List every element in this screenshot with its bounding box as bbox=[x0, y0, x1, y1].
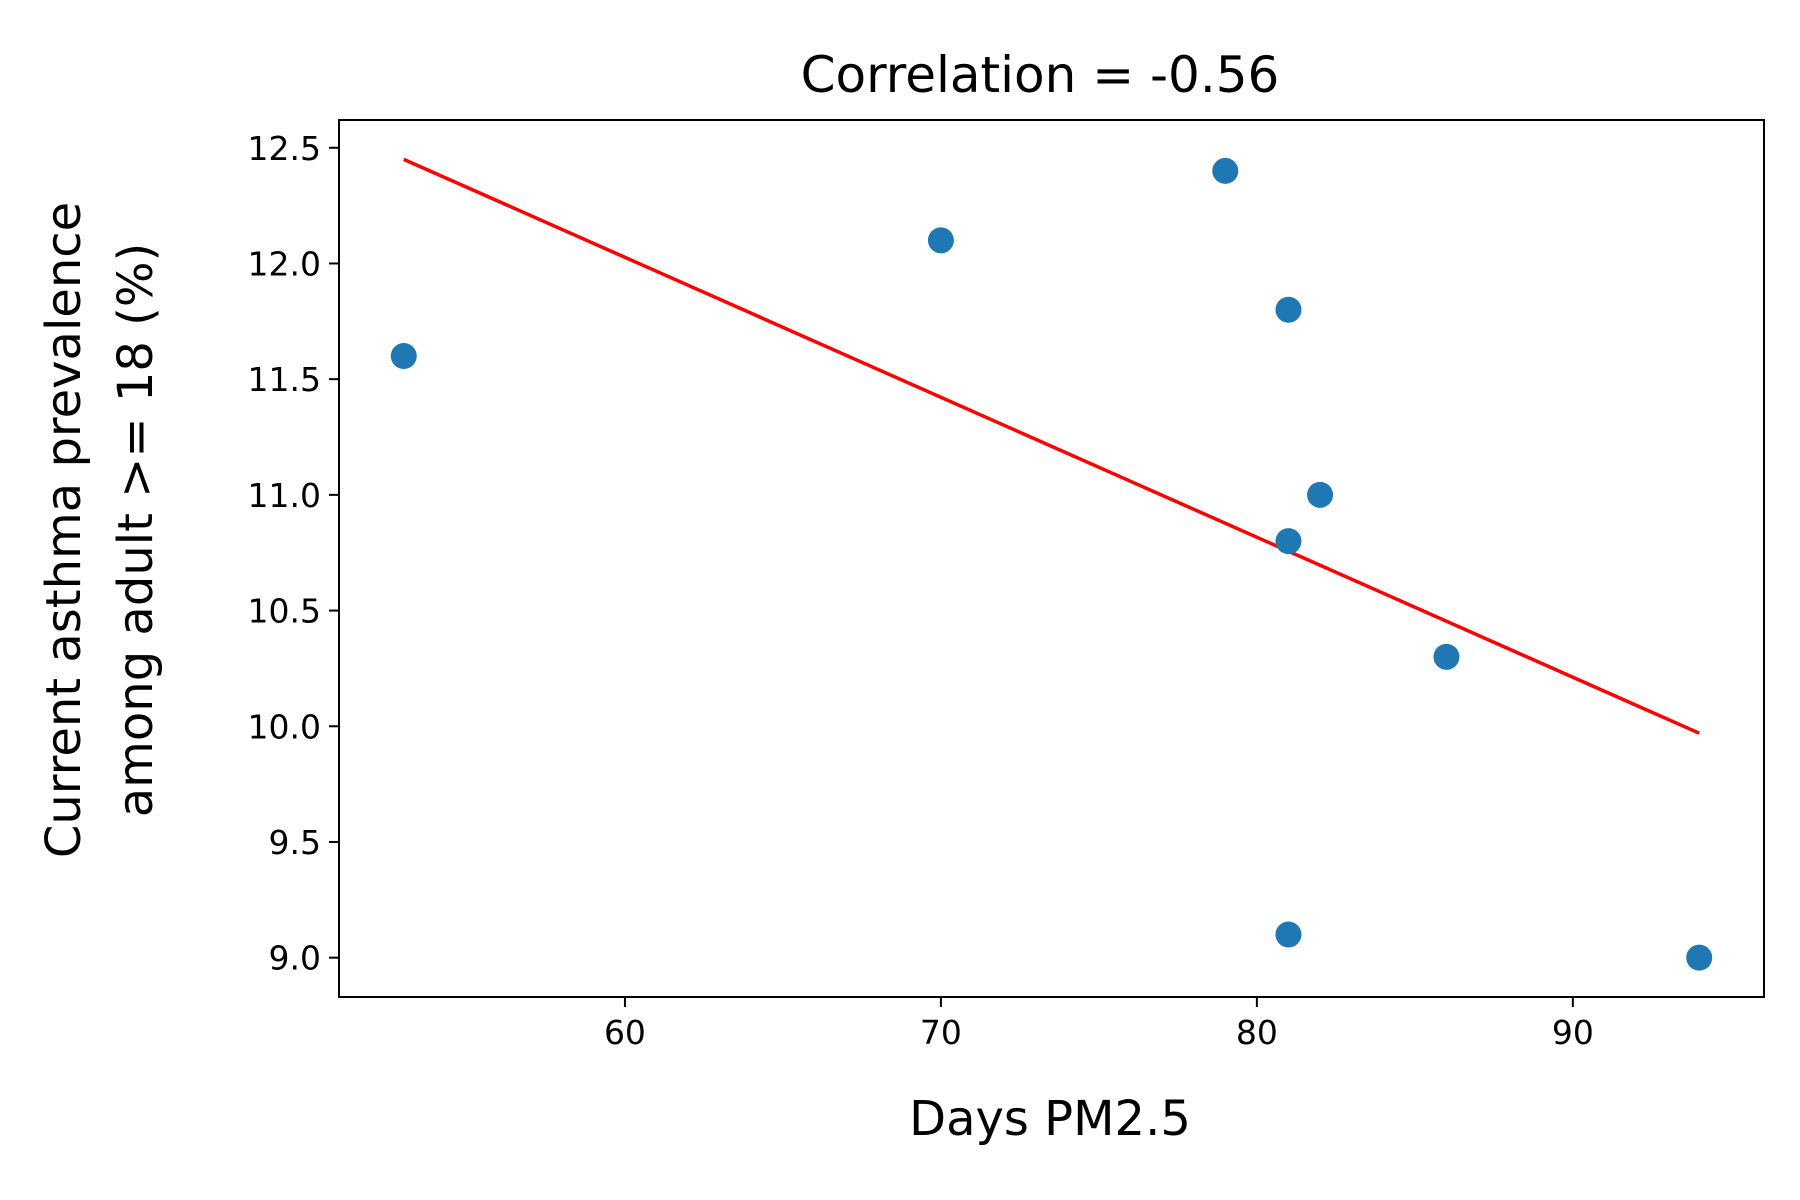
plot-area: 60 70 80 90 9.0 9.5 10.0 10.5 11.0 11.5 12.0 12.5 bbox=[248, 119, 1765, 1052]
y-tick-label: 9.0 bbox=[269, 939, 321, 978]
data-point bbox=[927, 227, 954, 254]
x-axis-title: Days PM2.5 bbox=[909, 1091, 1191, 1147]
y-tick-label: 9.5 bbox=[269, 823, 321, 862]
x-tick-label: 70 bbox=[920, 1013, 962, 1052]
y-tick-label: 12.0 bbox=[248, 244, 321, 283]
y-axis-title-line-2: among adult >= 18 (%) bbox=[108, 243, 164, 818]
plot-frame bbox=[338, 119, 1765, 998]
x-tick-label: 80 bbox=[1236, 1013, 1278, 1052]
y-tick-label: 10.5 bbox=[248, 592, 321, 631]
data-point bbox=[390, 343, 417, 370]
data-point bbox=[1275, 296, 1302, 323]
data-point bbox=[1275, 528, 1302, 555]
y-axis-title-line-1: Current asthma prevalence bbox=[36, 202, 92, 858]
chart-title: Correlation = -0.56 bbox=[801, 46, 1280, 104]
x-tick-label: 60 bbox=[604, 1013, 646, 1052]
data-point bbox=[1275, 921, 1302, 948]
y-tick-label: 10.0 bbox=[248, 707, 321, 746]
y-tick-label: 11.5 bbox=[248, 360, 321, 399]
trend-line bbox=[403, 157, 1700, 735]
data-point bbox=[1307, 481, 1334, 508]
x-tick-label: 90 bbox=[1552, 1013, 1594, 1052]
data-point bbox=[1212, 157, 1239, 184]
y-tick-label: 12.5 bbox=[248, 129, 321, 168]
data-point bbox=[1433, 643, 1460, 670]
data-point bbox=[1686, 944, 1713, 971]
y-tick-label: 11.0 bbox=[248, 476, 321, 515]
y-axis-title: Current asthma prevalence among adult >=… bbox=[36, 202, 164, 858]
